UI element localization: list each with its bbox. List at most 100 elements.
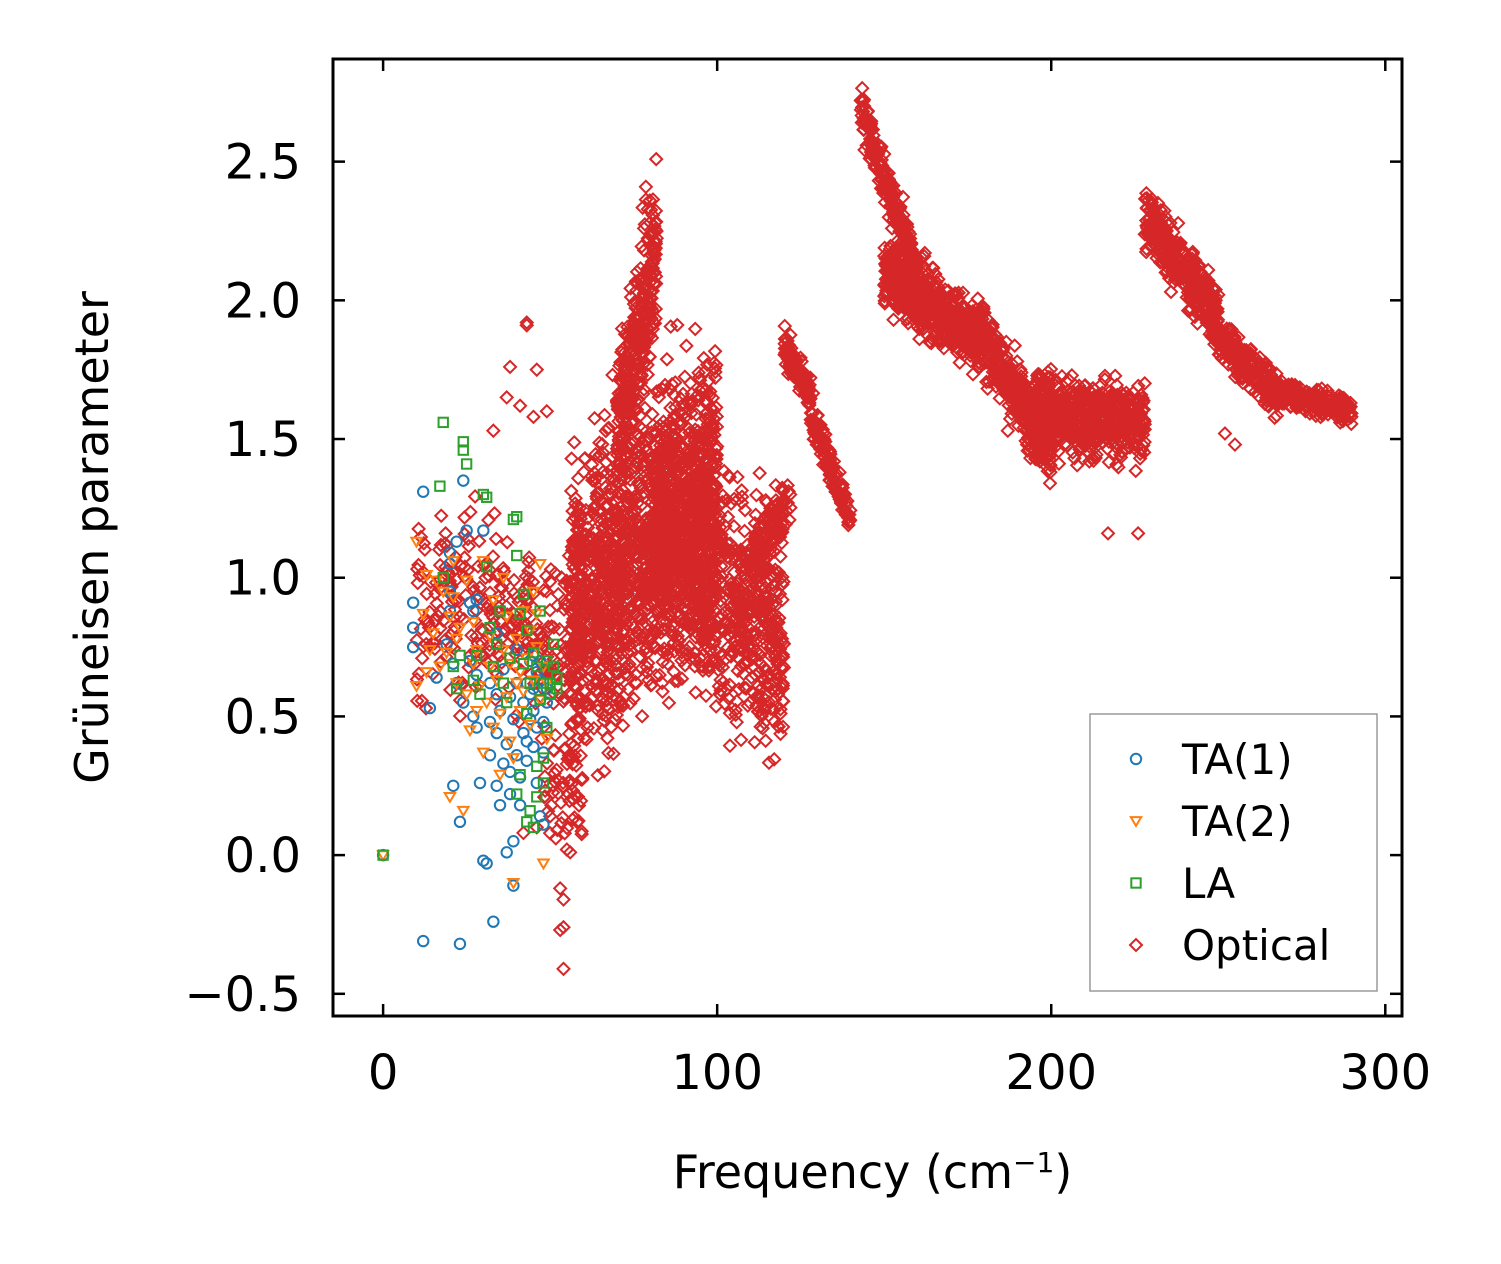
point-optical	[721, 628, 737, 644]
point-optical	[654, 675, 670, 691]
point-optical	[598, 479, 613, 495]
point-optical	[597, 407, 612, 423]
point-optical	[414, 650, 430, 666]
point-optical	[877, 240, 893, 256]
point-optical	[881, 209, 897, 225]
point-optical	[841, 507, 857, 523]
point-optical	[567, 748, 583, 764]
point-optical	[881, 261, 897, 277]
point-optical	[776, 660, 792, 676]
point-optical	[916, 315, 931, 331]
point-optical	[748, 528, 763, 544]
point-optical	[659, 351, 675, 367]
point-optical	[640, 304, 655, 320]
point-optical	[664, 376, 680, 392]
point-optical	[677, 657, 693, 673]
point-optical	[666, 411, 682, 427]
point-optical	[808, 419, 824, 435]
point-optical	[669, 497, 685, 513]
point-optical	[755, 598, 771, 614]
point-optical	[686, 426, 702, 442]
point-optical	[668, 556, 683, 571]
point-optical	[863, 116, 879, 132]
point-optical	[564, 716, 579, 732]
point-optical	[621, 564, 637, 580]
point-optical	[900, 261, 916, 277]
point-optical	[452, 708, 468, 724]
point-optical	[626, 492, 642, 507]
point-optical	[564, 597, 580, 612]
point-optical	[633, 354, 649, 370]
point-optical	[929, 302, 945, 318]
point-optical	[644, 425, 660, 440]
point-optical	[854, 80, 870, 96]
point-optical	[736, 666, 752, 682]
point-optical	[776, 574, 791, 590]
point-optical	[548, 830, 564, 846]
point-optical	[464, 627, 479, 643]
point-optical	[946, 328, 962, 344]
point-optical	[595, 604, 610, 620]
point-optical	[487, 505, 502, 521]
point-optical	[666, 664, 682, 680]
point-optical	[656, 621, 671, 637]
point-optical	[977, 355, 992, 371]
point-optical	[619, 635, 635, 650]
point-optical	[588, 684, 604, 699]
point-optical	[453, 558, 469, 574]
point-optical	[892, 201, 908, 217]
point-optical	[687, 321, 703, 337]
point-optical	[768, 477, 784, 493]
point-optical	[639, 659, 655, 675]
point-optical	[628, 311, 644, 326]
point-optical	[590, 604, 606, 620]
point-optical	[928, 274, 944, 290]
point-optical	[887, 184, 903, 200]
point-optical	[457, 559, 473, 575]
point-optical	[611, 588, 627, 604]
point-optical	[721, 468, 736, 483]
point-optical	[680, 616, 695, 631]
point-optical	[564, 659, 580, 675]
point-optical	[646, 638, 662, 654]
point-optical	[588, 498, 603, 513]
point-optical	[757, 566, 773, 581]
point-optical	[674, 644, 690, 660]
point-optical	[536, 582, 552, 598]
point-optical	[609, 529, 625, 545]
point-optical	[623, 289, 639, 305]
point-optical	[447, 602, 463, 617]
point-optical	[701, 454, 717, 470]
point-optical	[499, 534, 515, 550]
point-optical	[910, 284, 926, 300]
point-optical	[748, 632, 764, 648]
point-optical	[673, 572, 689, 588]
point-optical	[930, 279, 946, 295]
point-optical	[622, 336, 638, 351]
point-optical	[478, 570, 493, 586]
point-optical	[411, 521, 427, 537]
point-optical	[409, 693, 425, 709]
point-optical	[730, 663, 746, 679]
point-optical	[631, 549, 647, 565]
point-optical	[903, 265, 919, 280]
point-optical	[1081, 454, 1097, 469]
point-optical	[618, 471, 634, 486]
point-optical	[632, 310, 648, 325]
point-optical	[690, 392, 706, 408]
point-optical	[1014, 402, 1029, 418]
point-optical	[705, 553, 720, 568]
point-optical	[582, 554, 598, 570]
point-optical	[518, 588, 534, 604]
point-optical	[643, 629, 658, 645]
point-optical	[692, 372, 708, 388]
point-optical	[652, 430, 668, 446]
point-optical	[604, 678, 619, 693]
scatter-points-layer	[376, 80, 1359, 977]
point-optical	[649, 603, 665, 618]
point-optical	[675, 455, 691, 471]
point-optical	[711, 678, 727, 694]
point-optical	[910, 319, 925, 334]
point-optical	[731, 608, 746, 624]
point-optical	[644, 510, 660, 526]
